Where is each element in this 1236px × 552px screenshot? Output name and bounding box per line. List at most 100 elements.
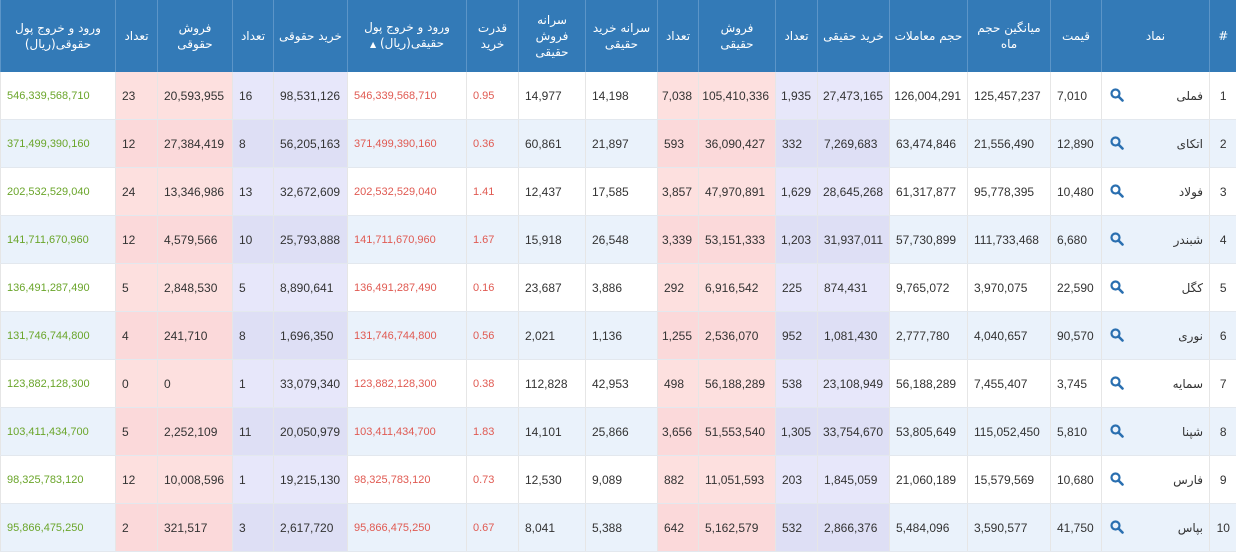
cell-ind_sell: 5,162,579 xyxy=(698,503,776,552)
column-header-label: میانگین حجم ماه xyxy=(977,21,1041,51)
cell-per_sell: 12,437 xyxy=(518,167,586,216)
table-row[interactable]: 7 سمایه 3,745 7,455,407 56,188,289 23,108,949… xyxy=(0,359,1236,408)
search-icon[interactable] xyxy=(1108,519,1124,536)
column-header-leg_buy[interactable]: خرید حقوقی xyxy=(273,0,348,72)
search-icon[interactable] xyxy=(1108,471,1124,488)
symbol-name[interactable]: شپنا xyxy=(1182,424,1203,439)
cell-symbol[interactable]: شپنا xyxy=(1101,407,1210,456)
cell-leg_flow: 371,499,390,160 xyxy=(0,119,116,168)
column-header-ind_flow[interactable]: ورود و خروج پول حقیقی(ریال) ▲ xyxy=(347,0,467,72)
cell-symbol[interactable]: نوری xyxy=(1101,311,1210,360)
table-body: 1 فملی 7,010 125,457,237 126,004,291 27,473,1… xyxy=(0,72,1236,552)
search-icon[interactable] xyxy=(1108,423,1124,440)
cell-symbol[interactable]: فملی xyxy=(1101,72,1210,120)
cell-idx: 2 xyxy=(1209,119,1236,168)
cell-per_sell: 2,021 xyxy=(518,311,586,360)
cell-per_sell: 14,977 xyxy=(518,72,586,120)
cell-symbol[interactable]: اتکای xyxy=(1101,119,1210,168)
column-header-label: حجم معاملات xyxy=(894,29,963,43)
table-row[interactable]: 1 فملی 7,010 125,457,237 126,004,291 27,473,1… xyxy=(0,72,1236,120)
cell-leg_buy: 2,617,720 xyxy=(273,503,348,552)
cell-leg_flow: 95,866,475,250 xyxy=(0,503,116,552)
cell-symbol[interactable]: بپاس xyxy=(1101,503,1210,552)
cell-ind_sell_count: 7,038 xyxy=(657,72,699,120)
cell-ind_buy: 28,645,268 xyxy=(817,167,890,216)
search-icon[interactable] xyxy=(1108,135,1124,152)
column-header-leg_flow[interactable]: ورود و خروج پول حقوقی(ریال) xyxy=(0,0,116,72)
cell-ind_sell_count: 3,857 xyxy=(657,167,699,216)
symbol-name[interactable]: کگل xyxy=(1181,280,1203,295)
cell-ind_flow: 123,882,128,300 xyxy=(347,359,467,408)
search-icon[interactable] xyxy=(1108,183,1124,200)
cell-ind_sell_count: 642 xyxy=(657,503,699,552)
column-header-label: قیمت xyxy=(1061,29,1091,43)
search-icon[interactable] xyxy=(1108,375,1124,392)
cell-symbol[interactable]: فارس xyxy=(1101,455,1210,504)
cell-leg_sell: 241,710 xyxy=(157,311,233,360)
table-row[interactable]: 5 کگل 22,590 3,970,075 9,765,072 874,431 225 6,… xyxy=(0,263,1236,312)
cell-per_sell: 60,861 xyxy=(518,119,586,168)
search-icon[interactable] xyxy=(1108,87,1124,104)
cell-ind_sell_count: 292 xyxy=(657,263,699,312)
cell-ind_sell: 53,151,333 xyxy=(698,215,776,264)
cell-ind_flow: 371,499,390,160 xyxy=(347,119,467,168)
sort-ascending-icon[interactable]: ▲ xyxy=(369,40,377,49)
cell-symbol[interactable]: سمایه xyxy=(1101,359,1210,408)
symbol-name[interactable]: بپاس xyxy=(1177,520,1203,535)
table-row[interactable]: 2 اتکای 12,890 21,556,490 63,474,846 7,269,68… xyxy=(0,119,1236,168)
column-header-label: نماد xyxy=(1145,29,1166,43)
symbol-name[interactable]: فارس xyxy=(1173,472,1203,487)
symbol-name[interactable]: نوری xyxy=(1178,328,1203,343)
column-header-price[interactable]: قیمت xyxy=(1050,0,1102,72)
cell-idx: 10 xyxy=(1209,503,1236,552)
column-header-symbol[interactable]: نماد xyxy=(1101,0,1210,72)
symbol-name[interactable]: فملی xyxy=(1176,88,1203,103)
cell-leg_sell_count: 2 xyxy=(115,503,158,552)
search-icon[interactable] xyxy=(1108,231,1124,248)
table-row[interactable]: 10 بپاس 41,750 3,590,577 5,484,096 2,866,376 5… xyxy=(0,503,1236,552)
search-icon[interactable] xyxy=(1108,327,1124,344)
table-row[interactable]: 8 شپنا 5,810 115,052,450 53,805,649 33,754,67… xyxy=(0,407,1236,456)
column-header-volume[interactable]: حجم معاملات xyxy=(889,0,968,72)
column-header-idx[interactable]: # xyxy=(1209,0,1236,72)
column-header-ind_buy[interactable]: خرید حقیقی xyxy=(817,0,890,72)
cell-leg_buy: 98,531,126 xyxy=(273,72,348,120)
cell-leg_flow: 131,746,744,800 xyxy=(0,311,116,360)
column-header-label: تعداد xyxy=(124,29,149,43)
column-header-avg_month_vol[interactable]: میانگین حجم ماه xyxy=(967,0,1051,72)
cell-price: 22,590 xyxy=(1050,263,1102,312)
column-header-ind_buy_count[interactable]: تعداد xyxy=(775,0,818,72)
table-row[interactable]: 9 فارس 10,680 15,579,569 21,060,189 1,845,059… xyxy=(0,455,1236,504)
table-row[interactable]: 6 نوری 90,570 4,040,657 2,777,780 1,081,430 95… xyxy=(0,311,1236,360)
symbol-name[interactable]: شبندر xyxy=(1173,232,1203,247)
cell-ind_sell_count: 498 xyxy=(657,359,699,408)
column-header-label: تعداد xyxy=(665,29,691,43)
column-header-ind_sell_count[interactable]: تعداد xyxy=(657,0,699,72)
column-header-leg_sell_count[interactable]: تعداد xyxy=(115,0,158,72)
cell-per_buy: 1,136 xyxy=(585,311,658,360)
column-header-ind_sell[interactable]: فروش حقیقی xyxy=(698,0,776,72)
symbol-name[interactable]: سمایه xyxy=(1172,376,1203,391)
column-header-leg_sell[interactable]: فروش حقوقی xyxy=(157,0,233,72)
cell-price: 5,810 xyxy=(1050,407,1102,456)
search-icon[interactable] xyxy=(1108,279,1124,296)
cell-ind_flow: 131,746,744,800 xyxy=(347,311,467,360)
cell-leg_buy: 19,215,130 xyxy=(273,455,348,504)
column-header-per_buy[interactable]: سرانه خرید حقیقی xyxy=(585,0,658,72)
cell-volume: 53,805,649 xyxy=(889,407,968,456)
column-header-buy_power[interactable]: قدرت خرید xyxy=(466,0,519,72)
cell-ind_buy_count: 538 xyxy=(775,359,818,408)
column-header-per_sell[interactable]: سرانه فروش حقیقی xyxy=(518,0,586,72)
table-row[interactable]: 3 فولاد 10,480 95,778,395 61,317,877 28,645,2… xyxy=(0,167,1236,216)
cell-idx: 1 xyxy=(1209,72,1236,120)
cell-ind_buy: 23,108,949 xyxy=(817,359,890,408)
cell-symbol[interactable]: فولاد xyxy=(1101,167,1210,216)
cell-symbol[interactable]: کگل xyxy=(1101,263,1210,312)
cell-per_sell: 8,041 xyxy=(518,503,586,552)
column-header-leg_buy_count[interactable]: تعداد xyxy=(232,0,274,72)
symbol-name[interactable]: اتکای xyxy=(1176,136,1203,151)
cell-symbol[interactable]: شبندر xyxy=(1101,215,1210,264)
symbol-name[interactable]: فولاد xyxy=(1178,184,1203,199)
table-row[interactable]: 4 شبندر 6,680 111,733,468 57,730,899 31,937,0… xyxy=(0,215,1236,264)
